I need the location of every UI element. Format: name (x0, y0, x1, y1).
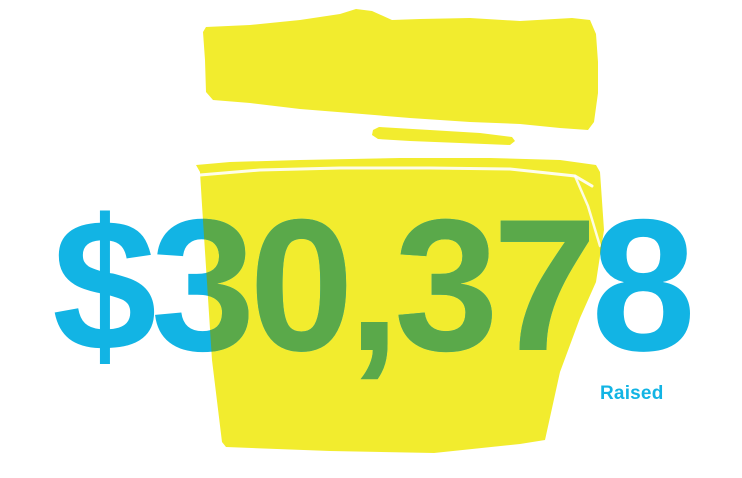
box-lid (203, 9, 598, 130)
raised-caption: Raised (600, 383, 664, 404)
box-body (196, 158, 604, 453)
box-flap-edge (573, 174, 602, 248)
raised-amount-overlap-text: $30,378 (52, 180, 690, 390)
box-hinge (372, 127, 515, 145)
raised-amount-text: $30,378 (52, 180, 690, 390)
